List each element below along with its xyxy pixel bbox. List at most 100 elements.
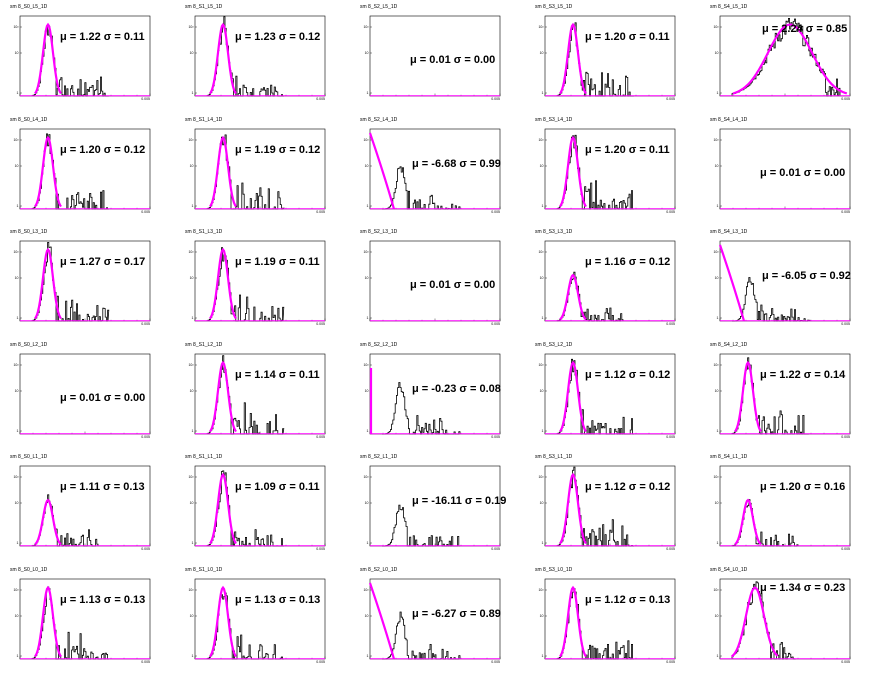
panel-title: sm 8_S4_L3_1D (710, 229, 748, 235)
fit-parameters-label: μ = 1.12 σ = 0.12 (585, 481, 670, 493)
y-tick-label: 1 (367, 429, 369, 433)
panel-title: sm 8_S2_L0_1D (360, 566, 398, 573)
panel-title: sm 8_S3_L0_1D (535, 566, 573, 573)
fit-mean-value: 1.27 (79, 256, 100, 268)
panel-title: sm 8_S0_L0_1D (10, 566, 48, 573)
fit-mean-value: 1.12 (604, 369, 625, 381)
panel-title: sm 8_S3_L3_1D (535, 229, 573, 235)
fit-parameters-label: μ = 2.24 σ = 0.85 (762, 23, 847, 35)
gaussian-fit-curve (34, 498, 62, 546)
histogram-plot: 10² 10 1 0.005 μ = 1.23 σ = 0.12 (188, 15, 326, 101)
x-axis-label: 0.005 (841, 97, 850, 101)
histogram-plot: 10² 10 1 0.005 μ = 0.01 σ = 0.00 (13, 353, 151, 439)
x-axis-label: 0.005 (841, 547, 850, 551)
y-tick-label: 1 (192, 429, 194, 433)
histogram-plot: 10² 10 1 0.005 μ = 1.20 σ = 0.16 (713, 465, 851, 551)
panel-title: sm 8_S4_L4_1D (710, 116, 748, 123)
histogram-plot: 10² 10 1 0.005 μ = 1.11 σ = 0.13 (13, 465, 151, 551)
y-tick-label: 10 (715, 276, 719, 280)
x-axis-label: 0.005 (141, 210, 150, 214)
x-axis-label: 0.005 (316, 547, 325, 551)
x-axis-label: 0.005 (316, 97, 325, 101)
histogram-bars (382, 504, 461, 547)
y-tick-label: 1 (17, 429, 19, 433)
fit-sigma-value: 0.13 (124, 594, 145, 606)
fit-parameters-label: μ = 1.20 σ = 0.16 (760, 481, 845, 493)
histogram-panel: 10² 10 1 0.005 μ = 2.24 σ = 0.85 sm 8_S4_L5_1… (700, 0, 875, 113)
fit-mean-value: 1.14 (254, 369, 276, 381)
fit-mean-value: 1.11 (79, 481, 100, 493)
y-tick-label: 10 (365, 501, 369, 505)
fit-mean-value: 1.22 (779, 369, 800, 381)
y-tick-label: 10 (15, 164, 19, 168)
fit-mean-value: 0.01 (779, 167, 800, 179)
histogram-bars (732, 277, 811, 322)
fit-parameters-label: μ = 1.27 σ = 0.17 (60, 256, 145, 268)
gaussian-fit-curve (734, 360, 762, 432)
histogram-panel: 10² 10 1 0.005 μ = 1.13 σ = 0.13 sm 8_S1_L0_1… (175, 563, 350, 675)
fit-sigma-value: 0.13 (649, 594, 670, 606)
y-tick-label: 1 (17, 91, 19, 95)
y-tick-label: 1 (717, 654, 719, 658)
panel-title: sm 8_S0_L4_1D (10, 116, 48, 123)
fit-parameters-label: μ = 1.13 σ = 0.13 (235, 594, 320, 606)
x-axis-label: 0.005 (666, 210, 675, 214)
gaussian-fit-curve (730, 586, 779, 657)
fit-parameters-label: μ = 1.13 σ = 0.13 (60, 594, 145, 606)
fit-parameters-label: μ = 1.12 σ = 0.12 (585, 369, 670, 381)
y-tick-label: 10 (15, 614, 19, 618)
fit-parameters-label: μ = 0.01 σ = 0.00 (410, 279, 495, 291)
histogram-panel: 10² 10 1 0.005 μ = -6.27 σ = 0.89 sm 8_S2_L0_… (350, 563, 525, 675)
fit-sigma-value: 0.13 (299, 594, 320, 606)
histogram-panel: 10² 10 1 0.005 μ = 0.01 σ = 0.00 sm 8_S2_L5_1… (350, 0, 525, 113)
panel-title: sm 8_S4_L0_1D (710, 566, 748, 573)
gaussian-fit-curve (559, 472, 587, 545)
y-tick-label: 1 (717, 204, 719, 208)
fit-parameters-label: μ = 1.16 σ = 0.12 (585, 256, 670, 268)
y-tick-label: 10² (538, 475, 544, 479)
y-tick-label: 10² (538, 138, 544, 142)
y-tick-label: 10² (713, 363, 719, 367)
y-tick-label: 10² (13, 588, 19, 592)
y-tick-label: 10 (540, 51, 544, 55)
fit-parameters-label: μ = 1.11 σ = 0.13 (60, 481, 145, 493)
fit-sigma-value: 0.11 (299, 481, 320, 493)
fit-sigma-value: 0.11 (649, 31, 670, 43)
panel-title: sm 8_S1_L2_1D (185, 341, 223, 348)
fit-parameters-label: μ = 1.20 σ = 0.11 (585, 31, 670, 43)
y-tick-label: 10 (715, 51, 719, 55)
fit-sigma-value: 0.99 (479, 158, 500, 170)
histogram-panel: 10² 10 1 0.005 μ = 1.19 σ = 0.12 sm 8_S1_L4_1… (175, 113, 350, 226)
panel-title: sm 8_S3_L4_1D (535, 116, 573, 123)
histogram-panel: 10² 10 1 0.005 μ = 1.23 σ = 0.12 sm 8_S1_L5_1… (175, 0, 350, 113)
y-tick-label: 10 (15, 501, 19, 505)
histogram-plot: 10² 10 1 0.005 μ = -6.27 σ = 0.89 (363, 578, 501, 664)
gaussian-fit-curve (209, 247, 237, 320)
histogram-plot: 10² 10 1 0.005 μ = -6.05 σ = 0.92 (713, 240, 851, 326)
x-axis-label: 0.005 (316, 660, 325, 664)
y-tick-label: 10 (540, 164, 544, 168)
y-tick-label: 10² (363, 250, 369, 254)
x-axis-label: 0.005 (666, 547, 675, 551)
histogram-plot: 10² 10 1 0.005 μ = 1.20 σ = 0.11 (538, 15, 676, 101)
histogram-panel: 10² 10 1 0.005 μ = 1.13 σ = 0.13 sm 8_S0_L0_1… (0, 563, 175, 675)
fit-sigma-value: 0.11 (299, 256, 320, 268)
y-tick-label: 10² (538, 25, 544, 29)
y-tick-label: 10² (538, 363, 544, 367)
y-tick-label: 10² (188, 25, 194, 29)
fit-mean-value: 1.13 (79, 594, 100, 606)
fit-parameters-label: μ = 1.20 σ = 0.12 (60, 144, 145, 156)
fit-mean-value: 1.20 (604, 144, 625, 156)
y-tick-label: 1 (367, 91, 369, 95)
fit-parameters-label: μ = 0.01 σ = 0.00 (60, 392, 145, 404)
fit-mean-value: -6.27 (431, 608, 456, 620)
x-axis-label: 0.005 (841, 435, 850, 439)
y-tick-label: 10² (363, 475, 369, 479)
y-tick-label: 10² (363, 138, 369, 142)
fit-mean-value: 1.09 (254, 481, 275, 493)
fit-sigma-value: 0.00 (824, 167, 845, 179)
fit-sigma-value: 0.00 (124, 392, 145, 404)
fit-sigma-value: 0.89 (479, 608, 500, 620)
fit-sigma-value: 0.14 (824, 369, 846, 381)
